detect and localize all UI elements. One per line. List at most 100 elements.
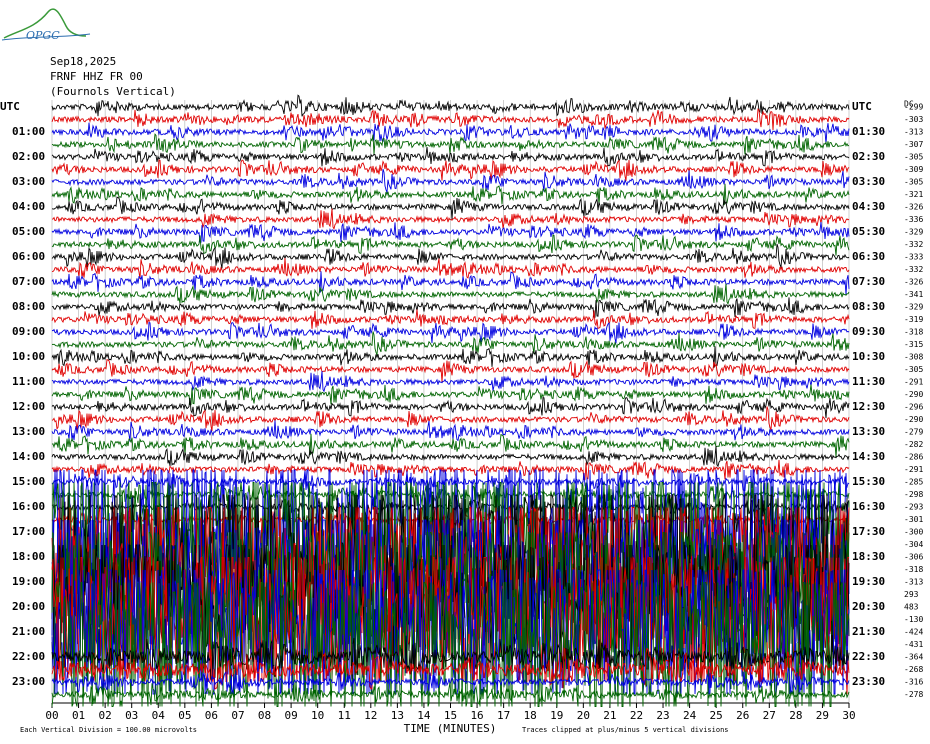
right-time-label: 02:30 <box>852 150 885 163</box>
dc-offset: -298 <box>904 490 923 499</box>
dc-offset: -307 <box>904 140 923 149</box>
left-time-label: 15:00 <box>12 475 45 488</box>
logo-swoosh <box>1 33 91 41</box>
dc-label: DC <box>904 100 914 109</box>
left-time-label: 08:00 <box>12 300 45 313</box>
left-time-label: 09:00 <box>12 325 45 338</box>
trace <box>51 384 850 406</box>
x-tick-label: 00 <box>45 709 58 722</box>
dc-offset: -332 <box>904 265 923 274</box>
right-time-label: 10:30 <box>852 350 885 363</box>
dc-offset: -304 <box>904 540 923 549</box>
x-tick-label: 14 <box>417 709 431 722</box>
dc-offset: -315 <box>904 340 923 349</box>
dc-offset: -291 <box>904 378 923 387</box>
left-time-label: 04:00 <box>12 200 45 213</box>
dc-offset: -291 <box>904 465 923 474</box>
left-time-label: 21:00 <box>12 625 45 638</box>
right-time-label: 03:30 <box>852 175 885 188</box>
left-time-label: 02:00 <box>12 150 45 163</box>
dc-offset: -290 <box>904 415 923 424</box>
x-tick-label: 10 <box>311 709 324 722</box>
dc-offset: -305 <box>904 365 923 374</box>
left-time-label: 22:00 <box>12 650 45 663</box>
dc-offset: -303 <box>904 115 923 124</box>
right-time-label: UTC <box>852 100 872 113</box>
trace <box>51 283 850 306</box>
dc-offset: -309 <box>904 165 923 174</box>
right-time-label: 07:30 <box>852 275 885 288</box>
trace <box>51 183 850 206</box>
trace <box>52 208 850 231</box>
x-tick-label: 16 <box>470 709 483 722</box>
dc-offset: -329 <box>904 228 923 237</box>
left-time-label: 13:00 <box>12 425 45 438</box>
trace <box>51 257 850 280</box>
x-tick-label: 06 <box>205 709 218 722</box>
right-time-label: 19:30 <box>852 575 885 588</box>
trace <box>51 159 850 181</box>
dc-offset: -268 <box>904 665 923 674</box>
trace <box>51 234 850 256</box>
trace <box>51 271 850 295</box>
left-time-label: 19:00 <box>12 575 45 588</box>
x-tick-label: 21 <box>603 709 616 722</box>
dc-offset: -279 <box>904 428 923 437</box>
trace <box>51 396 850 419</box>
x-tick-label: 28 <box>789 709 802 722</box>
left-time-label: 01:00 <box>12 125 45 138</box>
dc-offset: -316 <box>904 678 923 687</box>
x-tick-label: 20 <box>577 709 590 722</box>
right-time-label: 09:30 <box>852 325 885 338</box>
x-tick-label: 12 <box>364 709 377 722</box>
dc-offset: -286 <box>904 453 923 462</box>
dc-offset: -318 <box>904 328 923 337</box>
dc-offset: -341 <box>904 290 923 299</box>
dc-offset: -300 <box>904 528 923 537</box>
trace <box>51 222 850 243</box>
dc-offset: -306 <box>904 553 923 562</box>
trace <box>51 243 850 269</box>
footnote-left: Each Vertical Division = 100.00 microvol… <box>20 726 197 734</box>
dc-offset: -333 <box>904 253 923 262</box>
trace <box>51 406 850 432</box>
left-time-label: 17:00 <box>12 525 45 538</box>
dc-offset: -326 <box>904 278 923 287</box>
left-time-label: 10:00 <box>12 350 45 363</box>
dc-offset: -301 <box>904 515 923 524</box>
dc-offset: 293 <box>904 590 919 599</box>
right-time-label: 06:30 <box>852 250 885 263</box>
x-tick-label: 13 <box>391 709 404 722</box>
right-time-label: 15:30 <box>852 475 885 488</box>
trace <box>51 667 850 695</box>
dc-offset: -290 <box>904 390 923 399</box>
left-time-label: 23:00 <box>12 675 45 688</box>
dc-offset: -282 <box>904 440 923 449</box>
right-time-label: 08:30 <box>852 300 885 313</box>
left-time-label: 05:00 <box>12 225 45 238</box>
trace <box>51 196 850 220</box>
trace <box>51 108 850 131</box>
right-time-label: 22:30 <box>852 650 885 663</box>
dc-offset: 483 <box>904 603 919 612</box>
trace <box>51 358 850 382</box>
logo-text: OPGC <box>26 29 60 42</box>
trace <box>51 168 850 194</box>
dc-offset: -326 <box>904 203 923 212</box>
trace <box>51 321 850 344</box>
x-tick-label: 17 <box>497 709 510 722</box>
left-time-label: 11:00 <box>12 375 45 388</box>
x-tick-label: 27 <box>763 709 776 722</box>
left-time-label: 18:00 <box>12 550 45 563</box>
title: Sep18,2025 <box>50 55 116 68</box>
subtitle: FRNF HHZ FR 00 <box>50 70 143 83</box>
right-time-label: 21:30 <box>852 625 885 638</box>
trace <box>51 122 850 144</box>
dc-offset: -424 <box>904 628 923 637</box>
dc-offset: -285 <box>904 478 923 487</box>
dc-offset: -313 <box>904 128 923 137</box>
x-tick-label: 03 <box>125 709 138 722</box>
dc-offset: -329 <box>904 303 923 312</box>
left-time-label: UTC <box>0 100 20 113</box>
